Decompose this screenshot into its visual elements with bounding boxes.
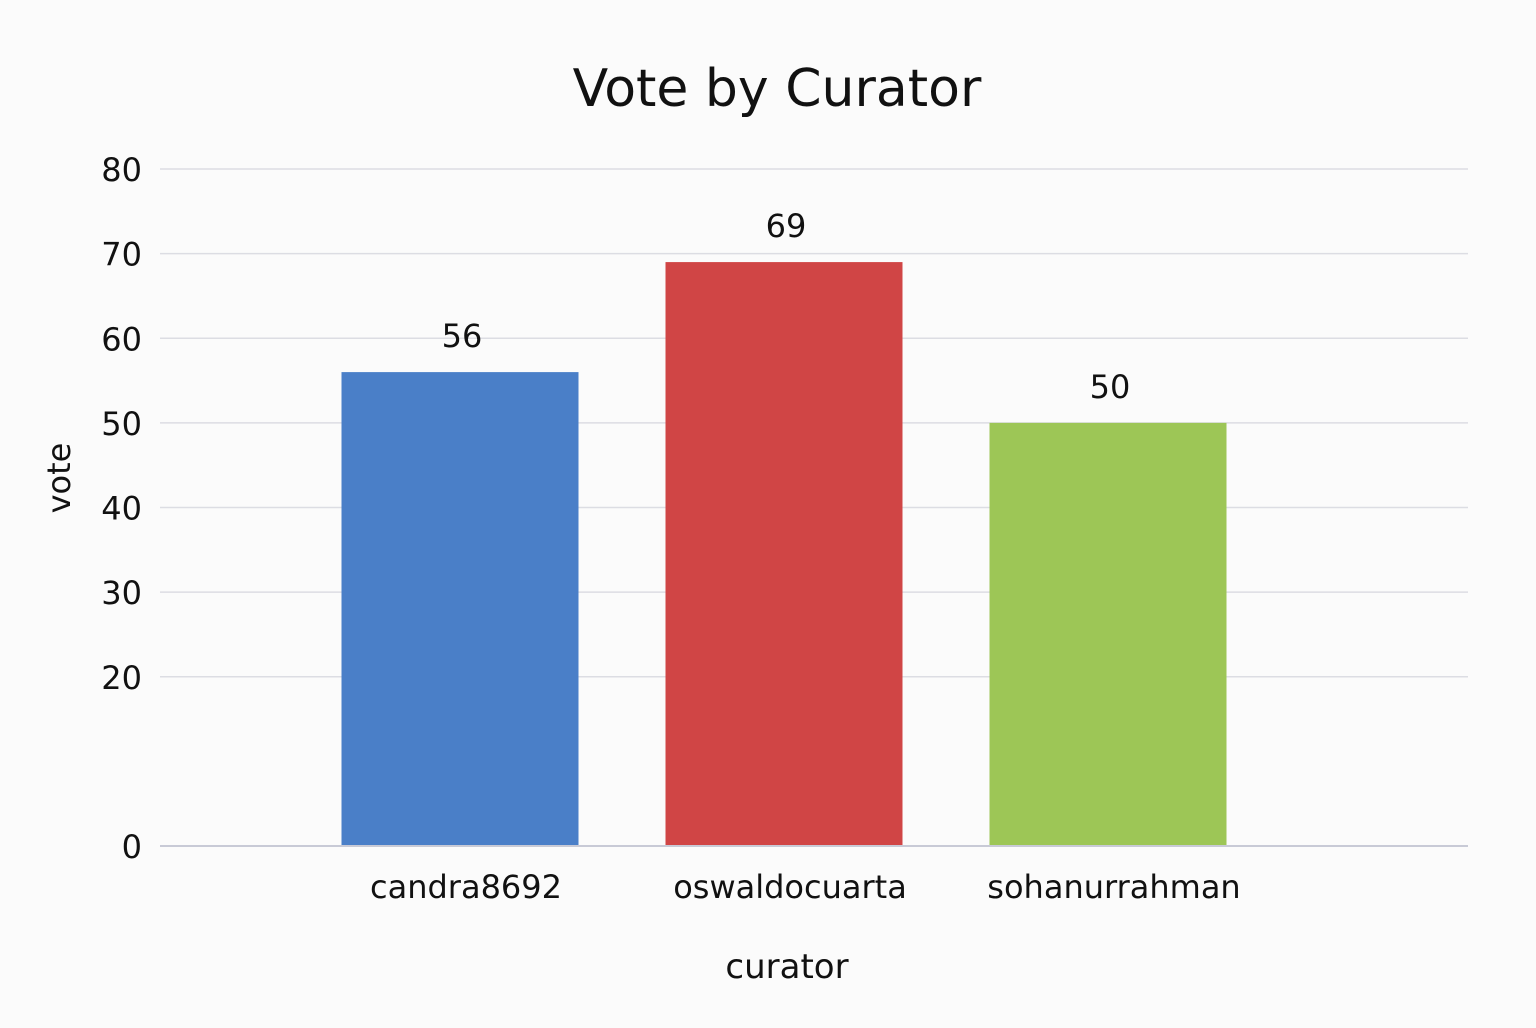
- chart-title: Vote by Curator: [573, 59, 982, 119]
- y-axis-label: vote: [40, 443, 78, 514]
- x-tick-label: candra8692: [370, 868, 562, 906]
- y-tick-label: 20: [101, 659, 142, 697]
- bar-sohanurrahman: [989, 422, 1227, 846]
- y-tick-label: 30: [101, 574, 142, 612]
- x-tick-label: oswaldocuarta: [673, 868, 907, 906]
- x-axis-label: curator: [725, 947, 848, 987]
- data-label: 50: [1090, 368, 1131, 406]
- bar-oswaldocuarta: [665, 262, 903, 846]
- y-tick-label: 70: [101, 236, 142, 274]
- y-tick-label: 80: [101, 151, 142, 189]
- y-tick-label: 40: [101, 490, 142, 528]
- x-tick-label: sohanurrahman: [987, 868, 1240, 906]
- y-tick-label: 0: [122, 828, 142, 866]
- y-tick-label: 60: [101, 320, 142, 358]
- data-label: 69: [766, 207, 807, 245]
- bar-candra8692: [341, 372, 579, 846]
- y-tick-label: 50: [101, 405, 142, 443]
- data-label: 56: [442, 317, 483, 355]
